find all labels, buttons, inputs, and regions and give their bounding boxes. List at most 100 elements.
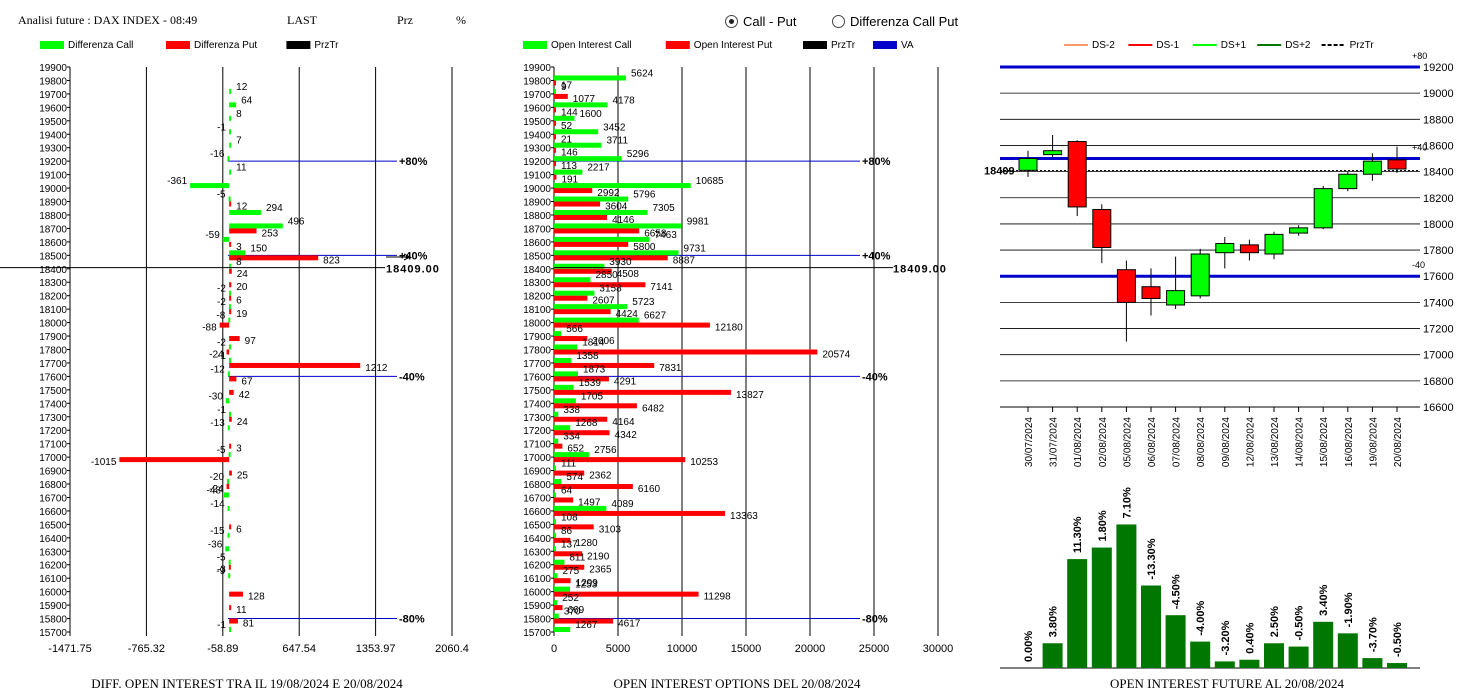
put-bar [119,457,230,463]
bar-value-label: 2365 [589,565,612,576]
radio-call-put[interactable]: Call - Put [725,14,796,29]
prztr-label: 18409.00 [893,264,947,276]
bar-value-label: 1497 [578,497,601,508]
y-tick-label: 17200 [1423,324,1454,336]
date-label: 02/08/2024 [1098,417,1109,467]
strike-label: 17400 [39,399,67,410]
x-tick-label: 2060.4 [435,643,469,655]
x-tick-label: 25000 [859,643,890,655]
oi-bar [1165,615,1186,668]
bar-value-label: -5 [217,553,226,564]
bar-value-label: -30 [208,391,223,402]
date-label: 15/08/2024 [1319,417,1330,467]
radio-indicator-call-put[interactable] [725,15,738,28]
date-label: 12/08/2024 [1245,417,1256,467]
bar-value-label: 5796 [633,190,656,201]
strike-label: 19300 [39,144,67,155]
bar-value-label: 42 [239,390,251,401]
bar-value-label: 1358 [576,351,599,362]
bar-value-label: -20 [210,472,225,483]
bar-value-label: 12180 [715,323,743,334]
strike-label: 16900 [39,467,67,478]
put-bar [229,295,232,301]
bar-value-label: 1280 [575,538,598,549]
call-bar [229,627,232,632]
call-bar [228,290,231,296]
bar-value-label: 4424 [616,309,639,320]
call-bar [554,492,556,498]
call-bar [229,357,232,363]
put-bar [554,120,556,126]
call-bar [554,304,628,310]
date-label: 30/07/2024 [1024,417,1035,467]
bar-value-label: 19 [236,309,248,320]
put-bar [229,389,234,395]
date-label: 07/08/2024 [1172,417,1183,467]
put-bar [554,309,611,315]
put-bar [554,443,563,449]
legend-label: PrzTr [831,40,856,51]
bar-value-label: 7831 [659,363,682,374]
y-tick-label: 18400 [1423,167,1454,179]
call-bar [554,196,629,202]
put-bar [554,268,612,274]
date-label: 31/07/2024 [1049,417,1060,467]
strike-label: 19800 [523,76,551,87]
bar-value-label: 1299 [576,578,599,589]
date-label: 01/08/2024 [1073,417,1084,467]
strike-label: 17800 [39,346,67,357]
radio-differenza-call-put[interactable]: Differenza Call Put [832,14,958,29]
panel-1: 0 5000 10000 15000 20000 25000 30000 19900 19800… [523,63,953,691]
strike-label: 16500 [523,520,551,531]
legend-swatch [803,41,827,49]
strike-label: 16500 [39,520,67,531]
put-bar [554,295,588,301]
strike-label: 19000 [39,184,67,195]
strike-label: 16000 [523,588,551,599]
oi-bar [1091,547,1112,668]
strike-label: 19900 [523,63,551,74]
put-bar [229,524,232,530]
call-bar [554,411,559,417]
put-bar [229,268,232,274]
strike-label: 18000 [523,319,551,330]
strike-label: 19300 [523,144,551,155]
bar-value-label: -59 [205,230,220,241]
oi-bar-label: 7.10% [1121,487,1133,518]
call-bar [554,183,691,189]
bar-value-label: 7305 [653,203,676,214]
put-bar [229,362,361,368]
bar-value-label: 652 [567,444,584,455]
bar-value-label: 7463 [655,230,678,241]
bar-value-label: 20574 [822,350,850,361]
radio-indicator-differenza[interactable] [832,15,845,28]
x-tick-label: 0 [551,643,557,655]
legend-swatch [286,41,311,49]
bar-value-label: 13363 [730,511,758,522]
oi-bar-label: 1.80% [1097,510,1109,541]
legend-swatch [523,41,547,49]
bar-value-label: 137 [561,539,578,550]
strike-label: 18200 [523,292,551,303]
call-bar [554,438,559,444]
strike-label: 15700 [39,628,67,639]
x-tick-label: 30000 [923,643,954,655]
prztr-label: 18409 [984,165,1015,177]
strike-label: 15900 [39,601,67,612]
bar-value-label: 275 [563,566,580,577]
bar-value-label: 24 [237,417,249,428]
strike-label: 19100 [39,171,67,182]
candle-body [1067,141,1087,208]
strike-label: 17800 [523,346,551,357]
strike-label: 17000 [523,453,551,464]
oi-bar [1313,621,1334,668]
level-label: -40% [399,371,425,383]
bar-value-label: 253 [262,228,279,239]
oi-bar-label: 3.40% [1318,584,1330,615]
va-band-label: +40 [1412,143,1427,153]
oi-bar [1337,633,1358,668]
strike-label: 19700 [523,90,551,101]
candle-body [1116,269,1136,303]
y-tick-label: 18800 [1423,114,1454,126]
call-bar [554,586,571,592]
